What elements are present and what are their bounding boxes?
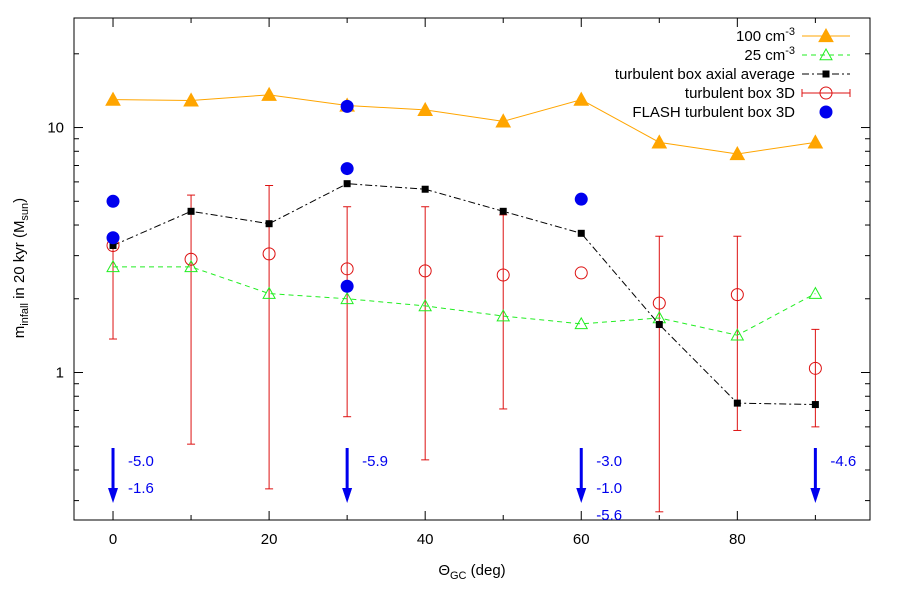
data-point — [340, 279, 354, 293]
data-point — [109, 241, 117, 249]
data-point — [730, 288, 744, 302]
x-tick-label: 0 — [109, 531, 117, 548]
data-point — [808, 286, 823, 299]
data-point — [651, 134, 668, 149]
annotation-label: -5.0 — [128, 453, 154, 470]
legend-marker — [819, 86, 833, 100]
data-point — [807, 134, 824, 149]
data-point — [496, 268, 510, 282]
y-tick-label: 10 — [47, 120, 64, 137]
x-tick-label: 80 — [729, 531, 746, 548]
axes: 0 20 40 60 80 1 10 — [47, 18, 870, 548]
data-point — [340, 162, 354, 176]
data-point — [655, 321, 663, 329]
x-tick-label: 40 — [417, 531, 434, 548]
x-tick-label: 20 — [261, 531, 278, 548]
data-point — [265, 220, 273, 228]
y-tick-label: 1 — [56, 365, 64, 382]
series-line — [113, 94, 816, 155]
data-point — [343, 180, 351, 188]
data-point — [106, 231, 120, 245]
annotations: -5.0 -1.6 -5.9 -3.0 -1.0 -5.6 -4.6 — [108, 448, 856, 524]
data-point — [261, 86, 277, 101]
legend-marker — [822, 70, 830, 78]
data-point — [418, 264, 432, 278]
data-point — [496, 309, 511, 322]
data-point — [652, 296, 666, 310]
data-point — [573, 91, 590, 106]
plot-area — [73, 17, 871, 521]
data-point — [340, 291, 354, 305]
annotation-label: -1.0 — [596, 480, 622, 497]
data-point — [574, 192, 588, 206]
data-point — [340, 262, 354, 276]
annotation-label: -4.6 — [830, 453, 856, 470]
data-point — [262, 286, 276, 299]
series-line — [112, 183, 816, 406]
legend-label: 25 cm-3 — [744, 45, 795, 64]
arrow-head — [108, 488, 119, 503]
data-point — [730, 328, 745, 341]
data-point — [106, 194, 120, 208]
data-point — [417, 101, 434, 117]
data-point — [418, 298, 433, 312]
annotation-label: -5.6 — [596, 507, 622, 524]
data-point — [729, 145, 746, 161]
data-point — [811, 401, 819, 409]
legend-label: FLASH turbulent box 3D — [632, 104, 795, 121]
data-point — [574, 316, 589, 330]
legend-label: turbulent box axial average — [615, 66, 795, 83]
data-point — [262, 247, 276, 261]
data-marks — [105, 86, 824, 513]
legend: 100 cm-325 cm-3 turbulent box axial avera… — [615, 26, 851, 121]
legend-label: 100 cm-3 — [736, 26, 795, 45]
annotation-label: -3.0 — [596, 453, 622, 470]
data-point — [499, 207, 507, 215]
annotation-label: -5.9 — [362, 453, 388, 470]
data-point — [421, 185, 429, 193]
data-point — [733, 399, 741, 407]
data-point — [574, 266, 588, 280]
data-point — [577, 229, 585, 237]
data-point — [183, 92, 199, 107]
data-point — [187, 207, 195, 215]
annotation-label: -1.6 — [128, 480, 154, 497]
arrow-head — [342, 488, 353, 503]
arrow-head — [576, 488, 587, 503]
data-point — [495, 113, 512, 128]
plot-border — [73, 17, 871, 521]
data-point — [184, 252, 198, 266]
data-point — [106, 259, 120, 273]
data-point — [808, 361, 822, 375]
data-point — [105, 91, 121, 106]
legend-marker — [818, 27, 834, 43]
legend-label: turbulent box 3D — [685, 85, 795, 102]
arrow-head — [810, 488, 821, 503]
data-point — [184, 259, 198, 273]
legend-marker — [819, 105, 833, 119]
series-line — [113, 266, 816, 336]
legend-marker — [819, 47, 833, 61]
x-tick-label: 60 — [573, 531, 590, 548]
y-axis-label: minfall in 20 kyr (Msun) — [11, 198, 31, 338]
x-axis-label: ΘGC (deg) — [438, 562, 505, 582]
data-point — [340, 99, 354, 113]
